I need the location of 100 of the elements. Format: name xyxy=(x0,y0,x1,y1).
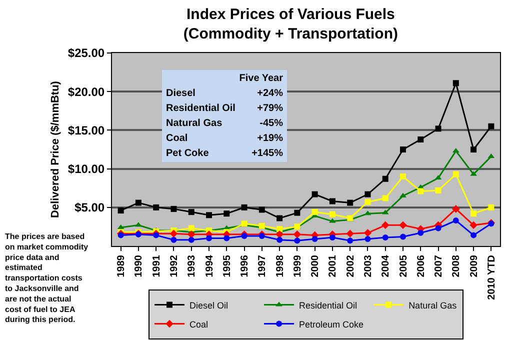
annotation: Diesel xyxy=(166,88,196,99)
x-tick-label: 2003 xyxy=(362,254,374,278)
x-tick-label: 1993 xyxy=(186,254,198,278)
point xyxy=(400,234,406,240)
point xyxy=(188,209,194,216)
point xyxy=(241,204,248,210)
annotation: Five Year xyxy=(238,73,283,84)
x-tick-label: 1994 xyxy=(204,254,216,278)
x-tick-label: 2010 YTD xyxy=(486,255,498,300)
point xyxy=(170,236,177,243)
point xyxy=(364,236,371,242)
annotation: -45% xyxy=(258,118,283,129)
x-tick-label: 2005 xyxy=(398,254,410,278)
x-tick-label: 2001 xyxy=(328,254,339,278)
point xyxy=(188,225,194,232)
y-tick-label: $15.00 xyxy=(68,123,105,138)
point xyxy=(276,215,283,222)
point xyxy=(382,195,388,202)
x-tick-label: 2004 xyxy=(380,254,392,278)
point xyxy=(418,188,424,194)
point xyxy=(153,232,160,238)
point xyxy=(452,218,459,224)
point xyxy=(470,221,478,230)
point xyxy=(329,198,336,204)
point xyxy=(400,146,406,152)
point xyxy=(170,230,178,238)
x-tick-label: 1990 xyxy=(134,254,145,278)
point xyxy=(399,221,407,230)
point xyxy=(258,206,265,213)
point xyxy=(470,146,477,152)
point xyxy=(452,205,460,213)
point xyxy=(170,206,177,212)
x-tick-label: 1989 xyxy=(116,254,128,278)
point xyxy=(312,191,318,198)
point xyxy=(294,238,300,244)
point xyxy=(135,200,142,206)
annotation: Pet Coke xyxy=(166,148,210,159)
point xyxy=(347,238,354,244)
point xyxy=(347,200,354,206)
legend-label: Residential Oil xyxy=(299,300,358,310)
point xyxy=(293,230,302,238)
point xyxy=(382,176,388,182)
point xyxy=(276,230,284,238)
point xyxy=(329,234,336,241)
point xyxy=(187,230,196,238)
annotation: Coal xyxy=(166,133,189,144)
point xyxy=(470,232,477,238)
annotation: +145% xyxy=(250,148,283,159)
annotation: +79% xyxy=(256,103,283,114)
x-tick-label: 1996 xyxy=(240,254,251,278)
point xyxy=(312,209,318,216)
x-tick-label: 2006 xyxy=(416,254,427,278)
x-tick-label: 2002 xyxy=(345,254,356,278)
point xyxy=(452,171,459,178)
point xyxy=(488,123,494,130)
point xyxy=(188,236,194,243)
point xyxy=(118,232,124,238)
point xyxy=(206,212,212,218)
x-tick-label: 1999 xyxy=(292,254,304,278)
point xyxy=(418,136,424,142)
point xyxy=(381,221,390,230)
legend-label: Coal xyxy=(190,319,208,330)
point xyxy=(488,204,494,210)
point xyxy=(329,211,336,218)
point xyxy=(435,225,442,232)
point xyxy=(435,126,442,132)
point xyxy=(364,228,372,237)
point xyxy=(153,204,160,210)
x-tick-label: 1997 xyxy=(257,254,268,278)
x-tick-label: 2007 xyxy=(434,254,445,278)
annotation: +24% xyxy=(256,88,283,99)
point xyxy=(276,226,283,232)
legend-label: Natural Gas xyxy=(408,300,458,310)
point xyxy=(224,235,230,242)
text: The prices are based on market commodity price data and estimated transportation costs to Jacksonville and are not the actual cost of fuel to JEA during this period. xyxy=(5,232,88,324)
point xyxy=(224,210,230,217)
y-tick-label: $25.00 xyxy=(68,46,105,60)
point xyxy=(382,234,388,241)
point xyxy=(364,199,371,205)
point xyxy=(206,235,212,242)
point xyxy=(452,80,459,86)
annotation: +19% xyxy=(256,133,283,144)
point xyxy=(470,210,477,217)
point xyxy=(418,230,424,236)
point xyxy=(400,192,406,198)
y-tick-label: $5.00 xyxy=(74,200,105,215)
x-tick-label: 2000 xyxy=(310,254,322,278)
point xyxy=(364,191,371,198)
y-axis-title: Delivered Price ($/mmBtu) xyxy=(50,80,62,218)
point xyxy=(346,230,354,238)
x-tick-label: 1995 xyxy=(222,254,233,278)
point xyxy=(294,210,300,216)
point xyxy=(400,174,406,180)
y-tick-label: $10.00 xyxy=(68,162,105,176)
annotation: Natural Gas xyxy=(166,118,224,129)
x-tick-label: 2009 xyxy=(468,254,480,278)
point xyxy=(435,187,442,194)
annotation: Residential Oil xyxy=(166,103,236,114)
y-tick-label: $20.00 xyxy=(68,84,105,99)
point xyxy=(312,236,318,242)
